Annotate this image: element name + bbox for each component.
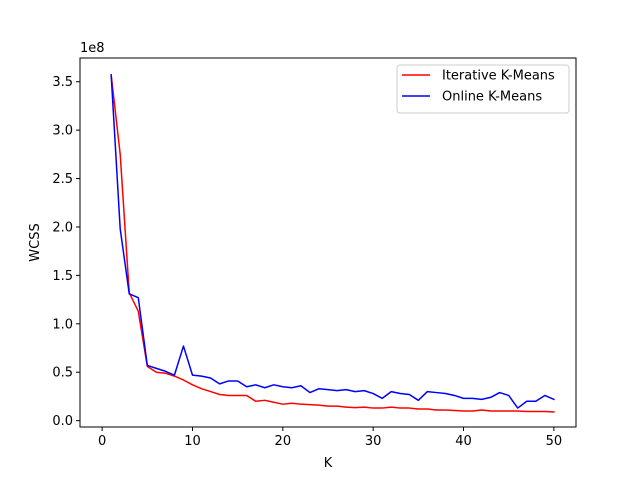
series-line-iterative (110, 74, 555, 413)
x-axis-label: K (324, 456, 333, 471)
x-axis: 0 10 20 30 40 50 (98, 427, 562, 449)
y-tick-label: 0.0 (52, 414, 73, 429)
y-axis-offset-text: 1e8 (80, 41, 105, 56)
y-axis-label: WCSS (28, 223, 43, 261)
x-tick-label: 50 (546, 434, 563, 449)
legend-label-online: Online K-Means (442, 90, 542, 105)
series-line-online (110, 74, 555, 409)
x-tick-label: 0 (98, 434, 106, 449)
y-tick-label: 3.0 (52, 124, 73, 139)
x-tick-label: 20 (275, 434, 292, 449)
y-tick-label: 1.5 (52, 269, 73, 284)
y-tick-label: 1.0 (52, 317, 73, 332)
legend: Iterative K-Means Online K-Means (396, 64, 570, 114)
x-tick-label: 40 (455, 434, 472, 449)
y-tick-label: 2.0 (52, 220, 73, 235)
y-tick-label: 2.5 (52, 172, 73, 187)
axes-frame (79, 57, 577, 428)
x-tick-label: 30 (365, 434, 382, 449)
x-tick-label: 10 (184, 434, 201, 449)
legend-box (396, 64, 570, 114)
y-tick-label: 0.5 (52, 366, 73, 381)
y-axis: 0.0 0.5 1.0 1.5 2.0 2.5 3.0 3.5 (52, 75, 80, 429)
y-tick-label: 3.5 (52, 75, 73, 90)
plot-area (110, 74, 555, 413)
legend-label-iterative: Iterative K-Means (442, 69, 555, 84)
